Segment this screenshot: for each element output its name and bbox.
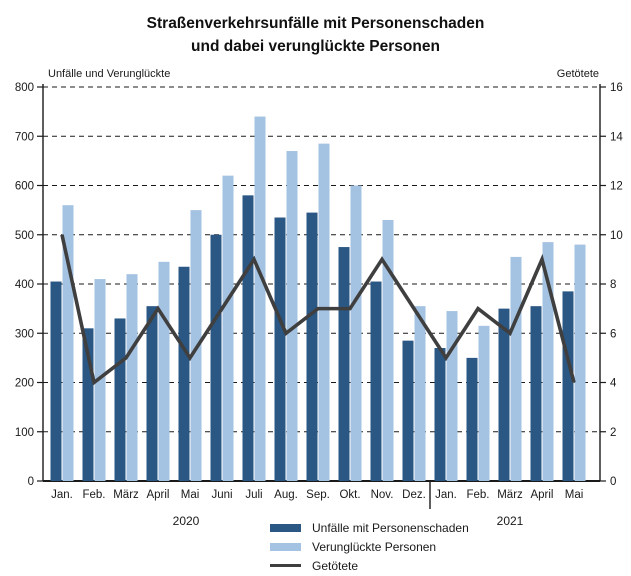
right-axis-caption: Getötete (556, 68, 599, 80)
left-axis-caption: Unfälle und Verunglückte (48, 68, 171, 80)
year-label-2020: 2020 (172, 514, 200, 528)
bar-verunglueckte (350, 185, 362, 481)
x-axis-month-label: März (497, 489, 523, 501)
bar-unfaelle (306, 212, 318, 481)
x-axis-month-label: Mai (181, 489, 200, 501)
bar-unfaelle (434, 348, 446, 481)
bar-unfaelle (274, 217, 286, 481)
x-axis-month-label: Aug. (274, 489, 298, 501)
left-axis-tick-label: 400 (15, 279, 34, 291)
bar-unfaelle (114, 318, 126, 481)
bar-unfaelle (82, 328, 94, 481)
light-bar-swatch-icon (270, 542, 301, 551)
bar-verunglueckte (478, 325, 490, 481)
right-axis-tick-label: 12 (610, 181, 623, 193)
x-axis-month-label: Juni (211, 489, 232, 501)
x-axis-month-label: Feb. (466, 489, 489, 501)
legend-label-getoetete: Getötete (312, 558, 359, 573)
bar-unfaelle (338, 247, 350, 481)
bar-verunglueckte (318, 143, 330, 481)
bar-verunglueckte (62, 205, 74, 481)
right-axis-tick-label: 0 (610, 476, 616, 488)
x-axis-month-label: Jan. (435, 489, 457, 501)
line-getoetete (60, 234, 576, 386)
x-axis-month-label: Mai (565, 489, 584, 501)
right-axis-tick-label: 6 (610, 328, 616, 340)
left-axis-tick-label: 500 (15, 230, 34, 242)
left-axis-tick-label: 0 (28, 476, 34, 488)
right-axis-tick-label: 16 (610, 82, 623, 94)
x-axis-month-label: Dez. (402, 489, 426, 501)
x-axis-month-label: Jan. (51, 489, 73, 501)
right-axis-tick-label: 2 (610, 427, 616, 439)
bar-verunglueckte (126, 274, 138, 481)
chart-legend: Unfälle mit Personenschaden Verunglückte… (270, 520, 469, 573)
x-axis-month-label: April (146, 489, 169, 501)
right-axis-tick-label: 10 (610, 230, 623, 242)
legend-item-verunglueckte: Verunglückte Personen (270, 539, 469, 554)
right-axis-tick-label: 8 (610, 279, 616, 291)
x-axis-month-label: Nov. (371, 489, 394, 501)
legend-item-getoetete: Getötete (270, 558, 469, 573)
x-axis-month-label: März (113, 489, 139, 501)
x-axis-month-label: Juli (245, 489, 262, 501)
bar-verunglueckte (222, 175, 234, 481)
x-axis-month-label: Okt. (339, 489, 360, 501)
bar-unfaelle (562, 291, 574, 481)
chart-title-line-1: Straßenverkehrsunfälle mit Personenschad… (146, 15, 485, 32)
bar-unfaelle (50, 281, 62, 481)
bar-unfaelle (210, 234, 222, 481)
line-swatch-icon (270, 564, 301, 567)
chart-title: Straßenverkehrsunfälle mit Personenschad… (0, 12, 631, 58)
x-axis-month-label: April (530, 489, 553, 501)
right-axis-tick-label: 14 (610, 131, 623, 143)
bar-verunglueckte (574, 244, 586, 481)
dark-bar-swatch-icon (270, 523, 301, 532)
bar-unfaelle (498, 308, 510, 481)
legend-label-unfaelle: Unfälle mit Personenschaden (312, 520, 469, 535)
left-axis-tick-label: 600 (15, 181, 34, 193)
bar-verunglueckte (542, 242, 554, 481)
left-axis-tick-label: 100 (15, 427, 34, 439)
bar-verunglueckte (286, 151, 298, 481)
bar-unfaelle (530, 306, 542, 481)
right-axis-tick-label: 4 (610, 378, 617, 390)
bar-unfaelle (402, 340, 414, 481)
bar-unfaelle (466, 357, 478, 481)
bar-unfaelle (242, 195, 254, 481)
bar-verunglueckte (414, 306, 426, 481)
bar-unfaelle (370, 281, 382, 481)
left-axis-tick-label: 800 (15, 82, 34, 94)
legend-label-verunglueckte: Verunglückte Personen (312, 539, 437, 554)
chart-title-line-2: und dabei verunglückte Personen (191, 38, 440, 55)
left-axis-tick-label: 200 (15, 378, 34, 390)
left-axis-tick-label: 300 (15, 328, 34, 340)
bar-verunglueckte (510, 256, 522, 481)
legend-item-unfaelle: Unfälle mit Personenschaden (270, 520, 469, 535)
bar-verunglueckte (382, 219, 394, 481)
left-axis-tick-label: 700 (15, 131, 34, 143)
x-axis-month-label: Sep. (306, 489, 330, 501)
year-label-2021: 2021 (496, 514, 524, 528)
bar-unfaelle (146, 306, 158, 481)
bar-unfaelle (178, 266, 190, 481)
x-axis-month-label: Feb. (82, 489, 105, 501)
bar-verunglueckte (254, 116, 266, 482)
bar-verunglueckte (446, 311, 458, 481)
bar-verunglueckte (158, 261, 170, 481)
